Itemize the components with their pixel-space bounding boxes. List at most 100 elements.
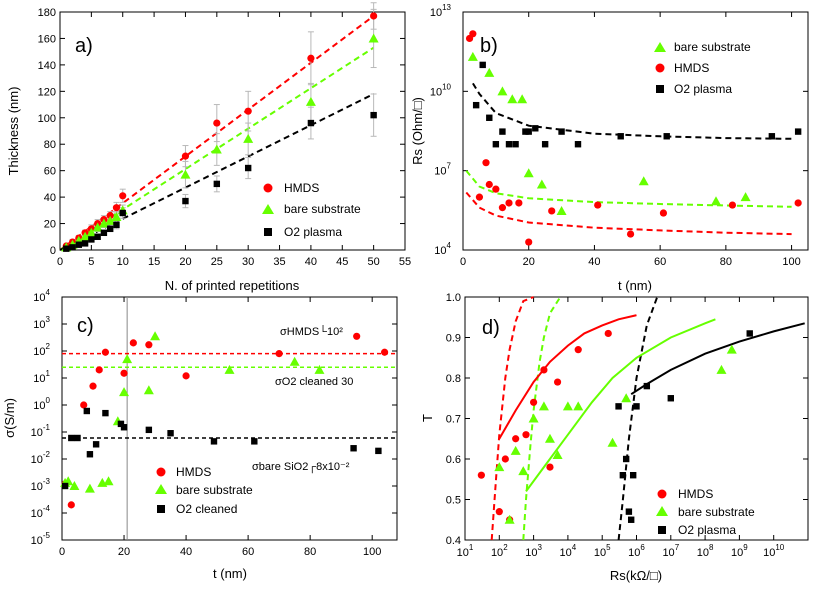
panel-c-point-bare [143,385,154,395]
panel-d-point-bare [562,401,573,411]
panel-c-points [60,331,389,509]
panel-b-point-hmds [525,238,533,246]
panel-d-point-hmds [546,463,554,471]
panel-c-xtick-label: 100 [363,546,381,558]
panel-b-point-o2 [558,128,565,135]
panel-d-xtick-exp: 9 [743,543,748,552]
panel-c-point-hmds [67,501,75,509]
panel-a-xtick-label: 55 [399,256,411,268]
panel-c-ytick-exp: 2 [46,342,51,351]
panel-b-point-bare [497,86,508,96]
legend-a-o2: O2 plasma [284,225,342,239]
panel-a-point-hmds [213,119,221,127]
panel-d-point-bare [538,401,549,411]
panel-a-point-hmds [112,204,121,212]
panel-b-point-o2 [499,128,506,135]
panel-d-point-bare [494,462,505,472]
panel-c-point-bare [103,476,114,486]
panel-a-point-o2 [213,180,221,188]
panel-c-ytick-exp: -5 [43,531,51,540]
panel-c-point-o2 [167,430,174,437]
panel-b-xtick-label: 100 [782,256,800,268]
panel-c-annotation-hmds: σHMDS└10² [280,324,343,338]
panel-c-point-hmds [101,348,110,356]
legend-c-hmds: HMDS [176,465,211,479]
panel-c-point-bare [150,331,161,341]
panel-b-point-hmds [794,199,802,207]
panel-d-point-bare [726,344,737,354]
panel-d-xtick-label: 103 [525,543,542,559]
panel-d-point-hmds [477,471,485,479]
panel-b-point-o2 [574,141,582,148]
panel-d-legend: HMDS bare substrate O2 plasma [656,487,755,537]
panel-c-ytick-exp: -3 [43,477,51,486]
panel-b-point-hmds [659,209,668,217]
panel-c-point-o2 [83,407,91,415]
panel-a-point-bare [105,215,116,225]
panel-c-point-bare [289,356,300,366]
panel-a-xtick-label: 30 [242,256,254,268]
panel-d-xtick-label: 108 [697,543,714,559]
panel-b-point-bare [638,176,649,186]
panel-b-ytick-label: 1013 [430,3,452,19]
panel-b-point-o2 [541,141,549,148]
panel-d-xtick-label: 1010 [763,543,785,559]
panel-d-xtick-exp: 10 [775,543,784,552]
panel-a-ytick-label: 0 [50,245,56,257]
panel-d-point-o2 [627,516,635,523]
panel-c-ytick-label: 10-5 [31,531,51,547]
panel-b-point-bare [467,51,478,61]
panel-c-annotation-bare: σbare SiO2┌8x10⁻² [252,461,350,474]
panel-b-point-hmds [492,185,500,193]
panel-a-point-o2 [88,236,95,243]
panel-c-ytick-label: 10-4 [31,504,51,520]
panel-a-legend: HMDS bare substrate O2 plasma [262,181,361,239]
panel-b-point-bare [711,196,721,206]
legend-a-hmds-marker [263,183,273,193]
panel-a-xtick-label: 0 [57,256,63,268]
legend-a-bare: bare substrate [284,202,361,216]
panel-c-ytick-label: 101 [33,369,50,385]
panel-d-point-bare [518,466,529,476]
legend-a-hmds: HMDS [284,181,319,195]
legend-d-bare: bare substrate [678,505,755,519]
panel-d-ylabel: T [420,414,435,422]
panel-c-point-o2 [375,447,382,455]
legend-b-bare-marker [654,42,666,52]
panel-b-point-hmds [469,30,477,38]
panel-d-point-bare [544,433,555,443]
panel-b-xtick-label: 0 [460,256,466,268]
panel-b-point-bare [507,94,518,104]
panel-d-point-o2 [633,403,640,410]
panel-b-xtick-label: 40 [588,256,600,268]
panel-a-ytick-label: 100 [38,113,56,125]
panel-d-point-hmds [501,455,509,463]
legend-b-o2-marker [656,85,664,93]
panel-d-point-hmds [553,378,562,386]
panel-d-point-bare [716,364,727,374]
panel-a-point-bare [180,169,191,179]
panel-b-point-bare [556,205,567,215]
panel-a-point-hmds [181,152,190,160]
panel-c-point-o2 [68,434,75,442]
panel-c-ytick-exp: 4 [46,288,51,297]
panel-b-point-bare [740,192,751,202]
panel-b-plot-frame [462,11,809,251]
panel-d-point-bare [504,514,515,524]
panel-d-point-bare [573,401,584,411]
panel-a-fit-line [59,93,375,251]
panel-b-point-o2 [522,128,529,135]
panel-a-thickness-chart: 0 5 10 15 20 25 30 35 40 45 50 55 0 20 40 60 80 100 120 140… [6,2,411,293]
panel-b-fit-line [472,82,792,140]
panel-b-point-o2 [768,133,776,140]
panel-c-point-hmds [95,366,103,374]
panel-d-label: d) [482,317,500,339]
panel-c-plot-frame [61,296,398,541]
panel-d-fit-line [525,318,716,492]
panel-c-xtick-label: 0 [59,546,65,558]
panel-d-ytick-label: 0.6 [446,454,461,466]
panel-a-point-bare [86,227,97,237]
panel-d-point-bare [528,413,539,423]
panel-b-point-hmds [505,199,513,207]
panel-b-point-o2 [492,141,500,148]
